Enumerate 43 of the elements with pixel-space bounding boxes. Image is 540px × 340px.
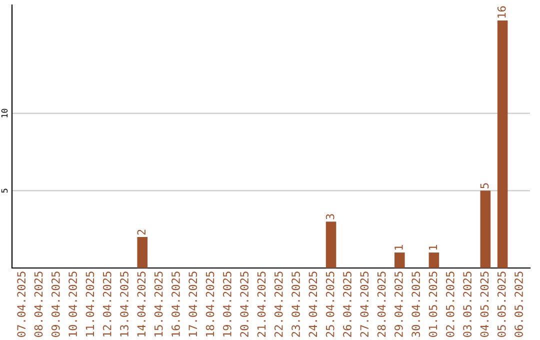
x-tick-label: 30.04.2025	[412, 272, 420, 337]
y-tick-label: 10	[1, 108, 8, 118]
data-label: 16	[497, 6, 506, 18]
x-tick-label: 25.04.2025	[326, 272, 334, 337]
x-tick-label: 28.04.2025	[377, 272, 386, 337]
x-tick-label: 07.04.2025	[17, 272, 26, 337]
bar	[326, 222, 336, 268]
bar	[394, 252, 405, 268]
bar	[137, 237, 148, 268]
x-tick-label: 14.04.2025	[137, 272, 146, 336]
data-label: 1	[394, 245, 403, 250]
x-tick-label: 21.04.2025	[257, 272, 266, 337]
data-label: 2	[137, 230, 146, 235]
x-tick-label: 20.04.2025	[240, 272, 249, 337]
x-tick-label: 01.05.2025	[428, 272, 438, 337]
data-label: 5	[480, 183, 489, 188]
bar	[428, 252, 440, 268]
x-tick-label: 05.05.2025	[497, 272, 506, 337]
bar	[480, 190, 491, 268]
x-tick-label: 03.05.2025	[463, 272, 472, 337]
x-tick-label: 24.04.2025	[308, 272, 318, 337]
x-tick-label: 06.05.2025	[514, 272, 523, 337]
x-tick-label: 26.04.2025	[343, 272, 352, 337]
bar	[497, 20, 508, 268]
x-tick-label: 27.04.2025	[360, 272, 369, 337]
data-label: 1	[428, 245, 438, 250]
x-tick-label: 02.05.2025	[446, 272, 454, 337]
x-tick-label: 09.04.2025	[51, 272, 60, 337]
x-tick-label: 11.04.2025	[86, 272, 94, 336]
x-tick-label: 12.04.2025	[102, 272, 112, 336]
x-tick-label: 16.04.2025	[172, 272, 180, 336]
x-tick-label: 15.04.2025	[154, 272, 163, 336]
x-tick-label: 22.04.2025	[274, 272, 283, 337]
x-tick-label: 23.04.2025	[292, 272, 300, 337]
x-tick-label: 19.04.2025	[222, 272, 232, 336]
x-tick-label: 17.04.2025	[188, 272, 198, 336]
x-tick-label: 18.04.2025	[206, 272, 214, 336]
x-tick-label: 29.04.2025	[394, 272, 403, 337]
x-tick-label: 08.04.2025	[34, 272, 43, 337]
x-tick-label: 13.04.2025	[120, 272, 128, 336]
x-tick-label: 10.04.2025	[68, 272, 77, 336]
data-label: 3	[326, 214, 334, 220]
x-tick-label: 04.05.2025	[480, 272, 489, 337]
